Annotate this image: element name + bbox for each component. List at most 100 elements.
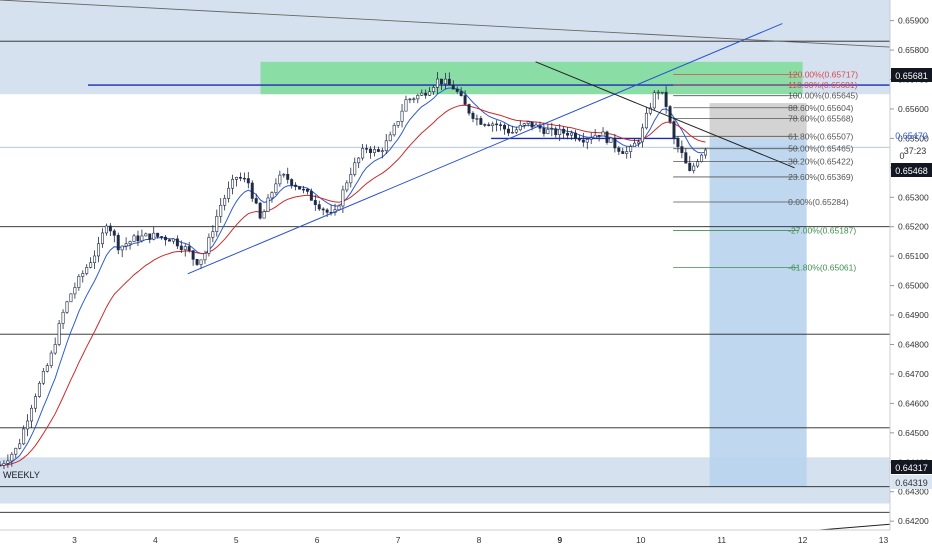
candle-body — [258, 202, 262, 219]
candle-body — [164, 236, 168, 241]
time-axis-bg[interactable] — [0, 530, 890, 550]
candle-body — [231, 179, 235, 189]
candle-body — [700, 154, 704, 162]
candle-body — [199, 259, 203, 265]
candle-body — [73, 287, 77, 295]
candle-body — [573, 132, 577, 139]
candle-body — [514, 129, 518, 133]
time-axis-tick-label: 7 — [396, 535, 401, 545]
zone-short-stop[interactable] — [709, 103, 807, 139]
candle-body — [309, 191, 313, 201]
candle-body — [77, 276, 81, 288]
candle-body — [175, 238, 179, 247]
candle-body — [380, 150, 384, 152]
candle-body — [179, 245, 183, 250]
candle-body — [152, 232, 156, 240]
fib-level-label: 0.00%(0.65284) — [788, 197, 849, 207]
candle-body — [49, 352, 53, 366]
candle-body — [357, 157, 361, 164]
price-tag-blue-line-text: 0.65681 — [895, 71, 928, 81]
time-axis-tick-label: 13 — [879, 535, 889, 545]
candle-body — [89, 262, 93, 268]
candle-body — [286, 174, 290, 180]
candle-body — [187, 246, 191, 251]
candle-body — [100, 232, 104, 245]
candle-body — [522, 123, 526, 126]
fib-level-label: 100.00%(0.65645) — [788, 91, 858, 101]
price-axis-tick-label: 0.65100 — [898, 251, 929, 261]
candle-body — [518, 125, 522, 131]
candle-body — [499, 124, 503, 126]
candle-body — [321, 208, 325, 211]
trendlines-layer[interactable] — [0, 0, 892, 534]
candle-body — [337, 205, 341, 210]
candle-body — [546, 129, 550, 134]
candle-body — [459, 91, 463, 96]
candle-body — [61, 311, 65, 324]
trendline-blue[interactable] — [187, 23, 783, 275]
price-tag-last-close-text: 0.65468 — [895, 166, 928, 176]
candle-body — [408, 98, 412, 101]
candle-body — [668, 106, 672, 122]
candle-body — [570, 132, 573, 136]
candle-body — [128, 241, 132, 245]
zone-short-target[interactable] — [709, 138, 807, 487]
candle-body — [112, 230, 116, 236]
candle-body — [439, 78, 443, 85]
candle-body — [554, 128, 558, 136]
trendline-grey[interactable] — [0, 0, 891, 48]
candle-body — [156, 232, 160, 237]
candle-body — [144, 233, 148, 237]
candle-body — [424, 92, 428, 96]
candle-body — [242, 177, 246, 180]
zones-layer — [0, 0, 890, 504]
candle-body — [625, 151, 629, 154]
price-axis-tick-label: 0.64600 — [898, 398, 929, 408]
candle-body — [140, 235, 144, 242]
price-tag-weekly-zone: 0.64319 — [891, 475, 932, 489]
candle-body — [558, 128, 562, 136]
candle-body — [585, 139, 589, 143]
fib-level-label: 23.60%(0.65369) — [788, 172, 853, 182]
fib-level-label: 38.20%(0.65422) — [788, 156, 853, 166]
candle-body — [506, 128, 510, 134]
horizontal-lines-layer — [0, 40, 890, 513]
candle-body — [566, 132, 570, 136]
candle-body — [510, 131, 514, 134]
countdown-text: 37:23 — [904, 146, 927, 156]
candle-body — [22, 428, 26, 445]
price-axis-tick-label: 0.65200 — [898, 222, 929, 232]
candle-body — [443, 78, 447, 85]
candle-body — [503, 124, 506, 130]
candle-body — [392, 125, 396, 136]
price-axis-tick-label: 0.64700 — [898, 369, 929, 379]
price-axis-tick-label: 0.65000 — [898, 281, 929, 291]
fib-level-label: -27.00%(0.65187) — [788, 226, 856, 236]
trendline-black[interactable] — [535, 61, 795, 169]
price-axis-bg[interactable] — [890, 0, 932, 550]
price-axis-tick-label: 0.64200 — [898, 516, 929, 526]
time-axis-tick-label: 6 — [315, 535, 320, 545]
time-axis-tick-label: 5 — [234, 535, 239, 545]
candle-body — [629, 146, 633, 152]
candle-body — [400, 110, 404, 122]
candle-body — [53, 344, 57, 354]
candle-body — [65, 301, 69, 313]
candle-body — [361, 148, 365, 159]
candle-body — [345, 182, 349, 191]
fibonacci-retracement[interactable]: 120.00%(0.65717)110.00%(0.65681)100.00%(… — [673, 69, 858, 273]
candle-body — [238, 176, 242, 179]
candle-body — [601, 131, 605, 137]
candle-body — [81, 273, 85, 277]
candle-body — [637, 141, 641, 144]
candle-body — [451, 84, 455, 90]
candle-body — [621, 151, 625, 154]
candle-body — [104, 225, 108, 234]
candle-body — [605, 131, 609, 143]
fib-level-label: 110.00%(0.65681) — [788, 80, 857, 90]
zone-green-box[interactable] — [260, 61, 803, 95]
candle-body — [688, 162, 692, 171]
candle-body — [396, 121, 400, 126]
candle-body — [93, 255, 97, 263]
